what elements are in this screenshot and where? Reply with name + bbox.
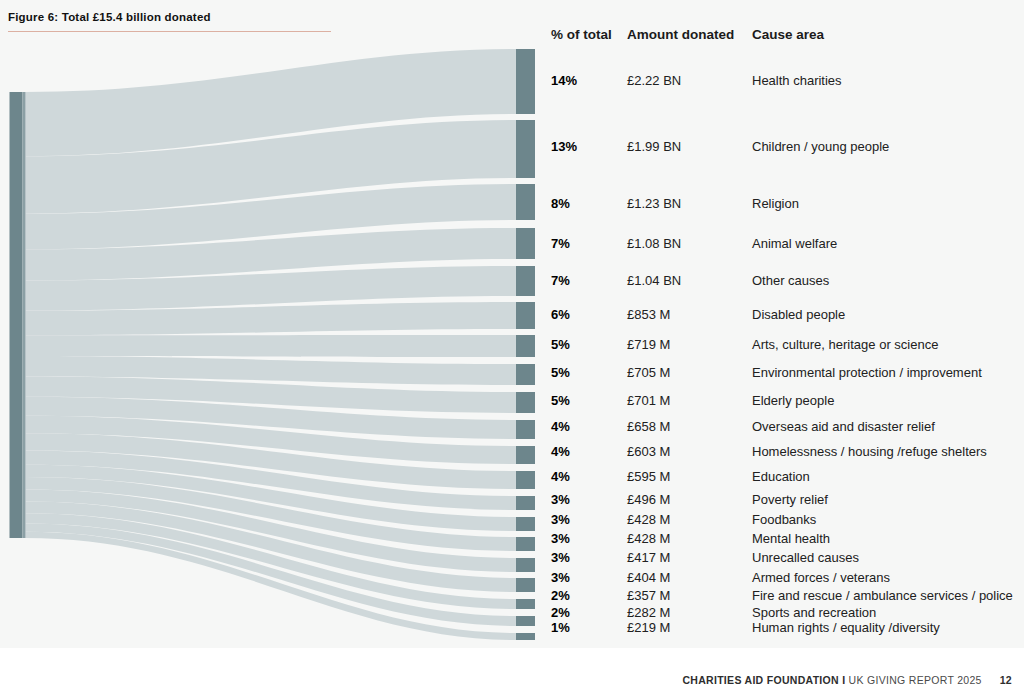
table-row: 7% £1.04 BN Other causes [0, 273, 1024, 289]
cause-cell: Arts, culture, heritage or science [752, 337, 938, 353]
amount-cell: £1.08 BN [627, 236, 681, 252]
amount-cell: £658 M [627, 419, 670, 435]
cause-cell: Human rights / equality /diversity [752, 620, 940, 636]
table-row: 3% £417 M Unrecalled causes [0, 550, 1024, 566]
amount-cell: £496 M [627, 492, 670, 508]
cause-cell: Fire and rescue / ambulance services / p… [752, 588, 1013, 604]
cause-cell: Environmental protection / improvement [752, 365, 982, 381]
percent-cell: 13% [551, 139, 577, 155]
column-header-amount: Amount donated [627, 27, 734, 43]
table-row: 6% £853 M Disabled people [0, 307, 1024, 323]
table-row: 3% £428 M Mental health [0, 531, 1024, 547]
cause-cell: Other causes [752, 273, 829, 289]
table-row: 4% £603 M Homelessness / housing /refuge s… [0, 444, 1024, 460]
cause-cell: Mental health [752, 531, 830, 547]
table-row: 2% £357 M Fire and rescue / ambulance serv… [0, 588, 1024, 604]
percent-cell: 5% [551, 337, 570, 353]
amount-cell: £701 M [627, 393, 670, 409]
amount-cell: £2.22 BN [627, 73, 681, 89]
cause-cell: Animal welfare [752, 236, 837, 252]
table-header-row: % of total Amount donated Cause area [0, 27, 1024, 43]
cause-cell: Health charities [752, 73, 842, 89]
amount-cell: £404 M [627, 570, 670, 586]
amount-cell: £595 M [627, 469, 670, 485]
footer-brand: CHARITIES AID FOUNDATION I [682, 674, 845, 686]
amount-cell: £357 M [627, 588, 670, 604]
report-page: Figure 6: Total £15.4 billion donated % … [0, 0, 1024, 693]
amount-cell: £282 M [627, 605, 670, 621]
table-row: 3% £404 M Armed forces / veterans [0, 570, 1024, 586]
amount-cell: £719 M [627, 337, 670, 353]
cause-cell: Armed forces / veterans [752, 570, 890, 586]
amount-cell: £1.99 BN [627, 139, 681, 155]
table-row: 7% £1.08 BN Animal welfare [0, 236, 1024, 252]
percent-cell: 4% [551, 419, 570, 435]
percent-cell: 6% [551, 307, 570, 323]
amount-cell: £853 M [627, 307, 670, 323]
percent-cell: 3% [551, 531, 570, 547]
page-footer: CHARITIES AID FOUNDATION I UK GIVING REP… [0, 648, 1024, 693]
table-row: 8% £1.23 BN Religion [0, 196, 1024, 212]
cause-cell: Overseas aid and disaster relief [752, 419, 935, 435]
cause-cell: Foodbanks [752, 512, 816, 528]
percent-cell: 3% [551, 550, 570, 566]
table-row: 1% £219 M Human rights / equality /diversi… [0, 620, 1024, 636]
percent-cell: 3% [551, 512, 570, 528]
amount-cell: £1.23 BN [627, 196, 681, 212]
percent-cell: 4% [551, 469, 570, 485]
percent-cell: 8% [551, 196, 570, 212]
percent-cell: 7% [551, 236, 570, 252]
percent-cell: 3% [551, 570, 570, 586]
percent-cell: 1% [551, 620, 570, 636]
table-row: 4% £658 M Overseas aid and disaster relief [0, 419, 1024, 435]
percent-cell: 3% [551, 492, 570, 508]
cause-cell: Disabled people [752, 307, 845, 323]
amount-cell: £705 M [627, 365, 670, 381]
table-row: 5% £719 M Arts, culture, heritage or scien… [0, 337, 1024, 353]
percent-cell: 2% [551, 605, 570, 621]
cause-cell: Education [752, 469, 810, 485]
amount-cell: £417 M [627, 550, 670, 566]
table-row: 14% £2.22 BN Health charities [0, 73, 1024, 89]
table-row: 13% £1.99 BN Children / young people [0, 139, 1024, 155]
amount-cell: £219 M [627, 620, 670, 636]
cause-cell: Poverty relief [752, 492, 828, 508]
table-row: 5% £701 M Elderly people [0, 393, 1024, 409]
cause-cell: Religion [752, 196, 799, 212]
column-header-cause: Cause area [752, 27, 824, 43]
percent-cell: 7% [551, 273, 570, 289]
column-header-percent: % of total [551, 27, 612, 43]
percent-cell: 2% [551, 588, 570, 604]
percent-cell: 5% [551, 365, 570, 381]
footer-report-name: UK GIVING REPORT 2025 [845, 674, 981, 686]
cause-cell: Homelessness / housing /refuge shelters [752, 444, 987, 460]
table-row: 5% £705 M Environmental protection / impro… [0, 365, 1024, 381]
percent-cell: 4% [551, 444, 570, 460]
table-row: 2% £282 M Sports and recreation [0, 605, 1024, 621]
percent-cell: 14% [551, 73, 577, 89]
amount-cell: £1.04 BN [627, 273, 681, 289]
cause-cell: Sports and recreation [752, 605, 876, 621]
amount-cell: £428 M [627, 531, 670, 547]
percent-cell: 5% [551, 393, 570, 409]
table-row: 3% £428 M Foodbanks [0, 512, 1024, 528]
cause-cell: Elderly people [752, 393, 834, 409]
footer-text: CHARITIES AID FOUNDATION I UK GIVING REP… [682, 674, 1012, 686]
table-row: 3% £496 M Poverty relief [0, 492, 1024, 508]
amount-cell: £428 M [627, 512, 670, 528]
table-row: 4% £595 M Education [0, 469, 1024, 485]
cause-cell: Unrecalled causes [752, 550, 859, 566]
page-number: 12 [1000, 674, 1012, 686]
amount-cell: £603 M [627, 444, 670, 460]
cause-cell: Children / young people [752, 139, 889, 155]
